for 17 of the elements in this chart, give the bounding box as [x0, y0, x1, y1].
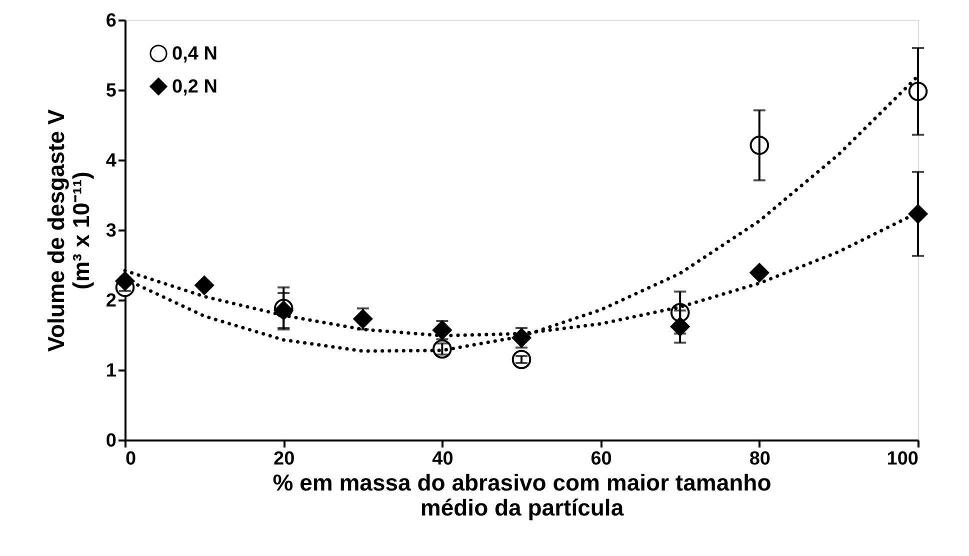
x-axis-title: % em massa do abrasivo com maior tamanho médio da partícula	[272, 470, 772, 520]
y-tick-label: 6	[106, 10, 116, 32]
y-tick-label: 3	[106, 220, 116, 242]
y-tick-label: 0	[106, 430, 116, 452]
y-axis-title: Volume de desgaste V (m³ x 10⁻¹¹)	[42, 108, 94, 352]
x-tick-label: 40	[432, 448, 454, 470]
legend-label: 0,4 N	[172, 44, 218, 64]
legend-label: 0,2 N	[172, 76, 218, 98]
x-tick-label: 20	[274, 448, 295, 470]
x-tick-label: 80	[749, 448, 770, 470]
x-tick-label: 60	[590, 448, 612, 470]
y-tick-label: 5	[106, 80, 117, 102]
x-tick-label: 0	[126, 448, 136, 470]
y-tick-label: 4	[106, 150, 117, 172]
x-tick-label: 100	[886, 448, 918, 470]
y-tick-label: 2	[106, 290, 116, 312]
y-tick-label: 1	[106, 360, 117, 382]
